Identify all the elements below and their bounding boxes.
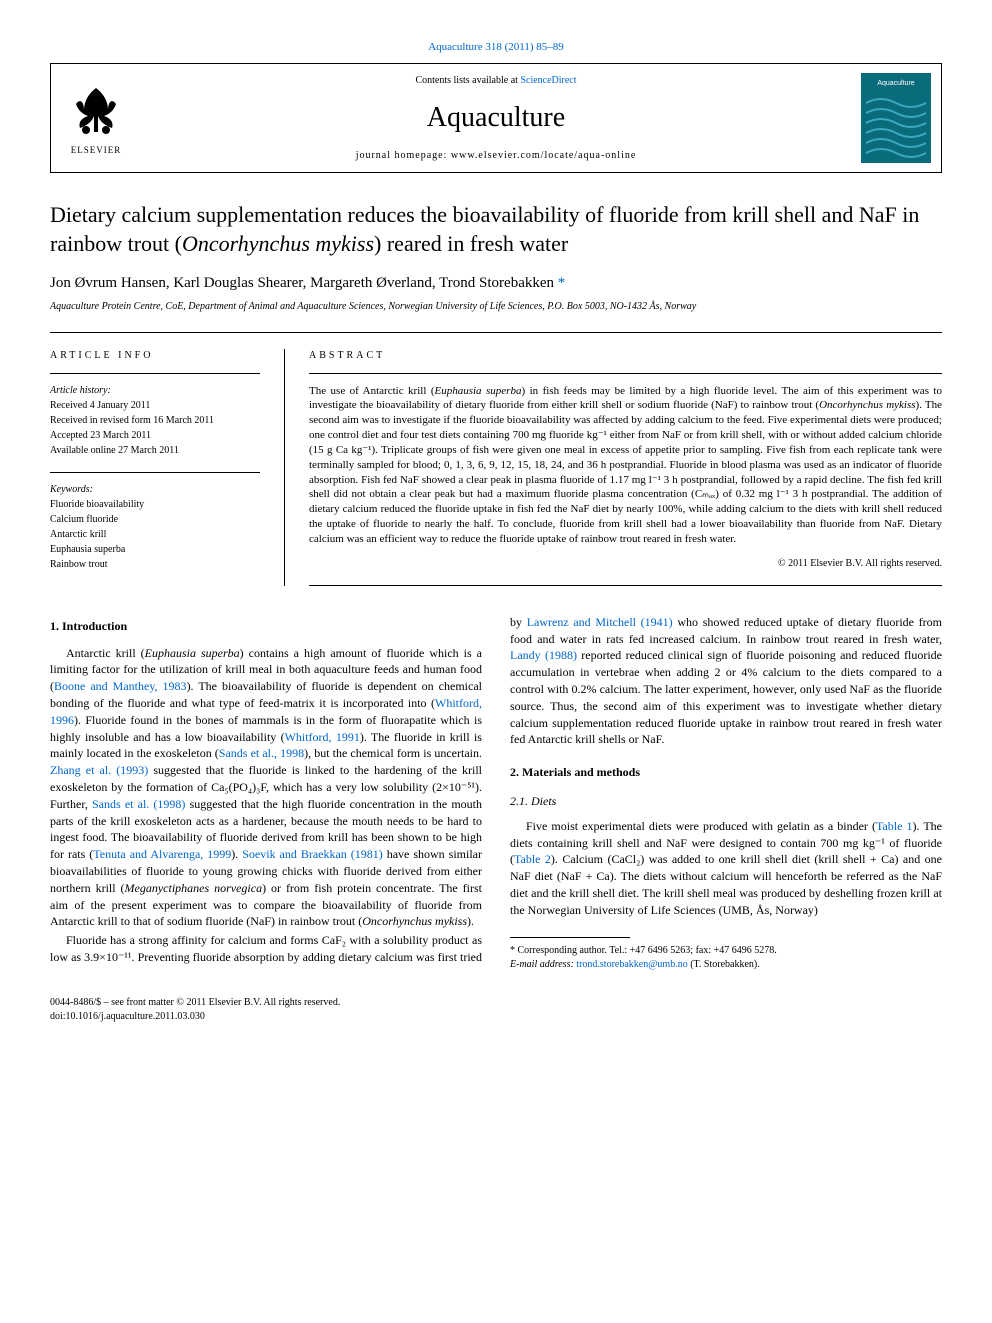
- citation-link[interactable]: Landy (1988): [510, 648, 577, 662]
- front-matter-line: 0044-8486/$ – see front matter © 2011 El…: [50, 996, 942, 1010]
- accepted-date: Accepted 23 March 2011: [50, 428, 260, 443]
- publisher-logo: ELSEVIER: [51, 64, 141, 172]
- subsection-heading: 2.1. Diets: [510, 793, 942, 810]
- email-link[interactable]: trond.storebakken@umb.no: [576, 959, 687, 970]
- journal-reference: Aquaculture 318 (2011) 85–89: [50, 40, 942, 55]
- article-info-heading: ARTICLE INFO: [50, 349, 260, 363]
- citation-link[interactable]: Sands et al., 1998: [219, 746, 304, 760]
- article-body: 1. Introduction Antarctic krill (Euphaus…: [50, 614, 942, 972]
- publisher-name: ELSEVIER: [71, 144, 122, 157]
- keyword: Fluoride bioavailability: [50, 497, 260, 512]
- abstract-column: ABSTRACT The use of Antarctic krill (Eup…: [284, 349, 942, 586]
- paragraph: Five moist experimental diets were produ…: [510, 818, 942, 919]
- keyword: Antarctic krill: [50, 527, 260, 542]
- received-date: Received 4 January 2011: [50, 398, 260, 413]
- doi-line: doi:10.1016/j.aquaculture.2011.03.030: [50, 1010, 942, 1024]
- paragraph: Antarctic krill (Euphausia superba) cont…: [50, 645, 482, 931]
- abstract-text: The use of Antarctic krill (Euphausia su…: [309, 384, 942, 547]
- corresponding-mark[interactable]: *: [558, 275, 566, 291]
- article-title: Dietary calcium supplementation reduces …: [50, 201, 942, 258]
- history-label: Article history:: [50, 384, 260, 398]
- table-ref-link[interactable]: Table 2: [514, 852, 551, 866]
- citation-link[interactable]: Soevik and Braekkan (1981): [242, 847, 383, 861]
- cover-image-icon: Aquaculture: [861, 73, 931, 163]
- corresponding-footnote: * Corresponding author. Tel.: +47 6496 5…: [510, 944, 942, 972]
- elsevier-tree-icon: [66, 80, 126, 140]
- section-heading: 2. Materials and methods: [510, 764, 942, 781]
- citation-link[interactable]: Zhang et al. (1993): [50, 763, 148, 777]
- footnote-rule: [510, 937, 630, 938]
- journal-homepage: journal homepage: www.elsevier.com/locat…: [356, 149, 637, 163]
- online-date: Available online 27 March 2011: [50, 443, 260, 458]
- citation-link[interactable]: Tenuta and Alvarenga, 1999: [93, 847, 231, 861]
- abstract-copyright: © 2011 Elsevier B.V. All rights reserved…: [309, 557, 942, 571]
- revised-date: Received in revised form 16 March 2011: [50, 413, 260, 428]
- cover-thumbnail: Aquaculture: [851, 64, 941, 172]
- page-footer: 0044-8486/$ – see front matter © 2011 El…: [50, 996, 942, 1024]
- citation-link[interactable]: Sands et al. (1998): [92, 797, 185, 811]
- article-info-column: ARTICLE INFO Article history: Received 4…: [50, 349, 260, 586]
- author-list: Jon Øvrum Hansen, Karl Douglas Shearer, …: [50, 273, 942, 294]
- contents-available: Contents lists available at ScienceDirec…: [415, 74, 576, 88]
- journal-name: Aquaculture: [427, 98, 565, 137]
- keywords-label: Keywords:: [50, 483, 260, 497]
- citation-link[interactable]: Boone and Manthey, 1983: [54, 679, 187, 693]
- journal-ref-link[interactable]: Aquaculture 318 (2011) 85–89: [428, 41, 564, 53]
- masthead: ELSEVIER Contents lists available at Sci…: [50, 63, 942, 173]
- svg-text:Aquaculture: Aquaculture: [877, 80, 914, 87]
- section-heading: 1. Introduction: [50, 618, 482, 635]
- abstract-heading: ABSTRACT: [309, 349, 942, 363]
- affiliation: Aquaculture Protein Centre, CoE, Departm…: [50, 300, 942, 314]
- keyword: Rainbow trout: [50, 557, 260, 572]
- citation-link[interactable]: Lawrenz and Mitchell (1941): [527, 615, 673, 629]
- keyword: Calcium fluoride: [50, 512, 260, 527]
- table-ref-link[interactable]: Table 1: [876, 819, 913, 833]
- keyword: Euphausia superba: [50, 542, 260, 557]
- citation-link[interactable]: Whitford, 1991: [285, 730, 360, 744]
- sciencedirect-link[interactable]: ScienceDirect: [520, 75, 576, 86]
